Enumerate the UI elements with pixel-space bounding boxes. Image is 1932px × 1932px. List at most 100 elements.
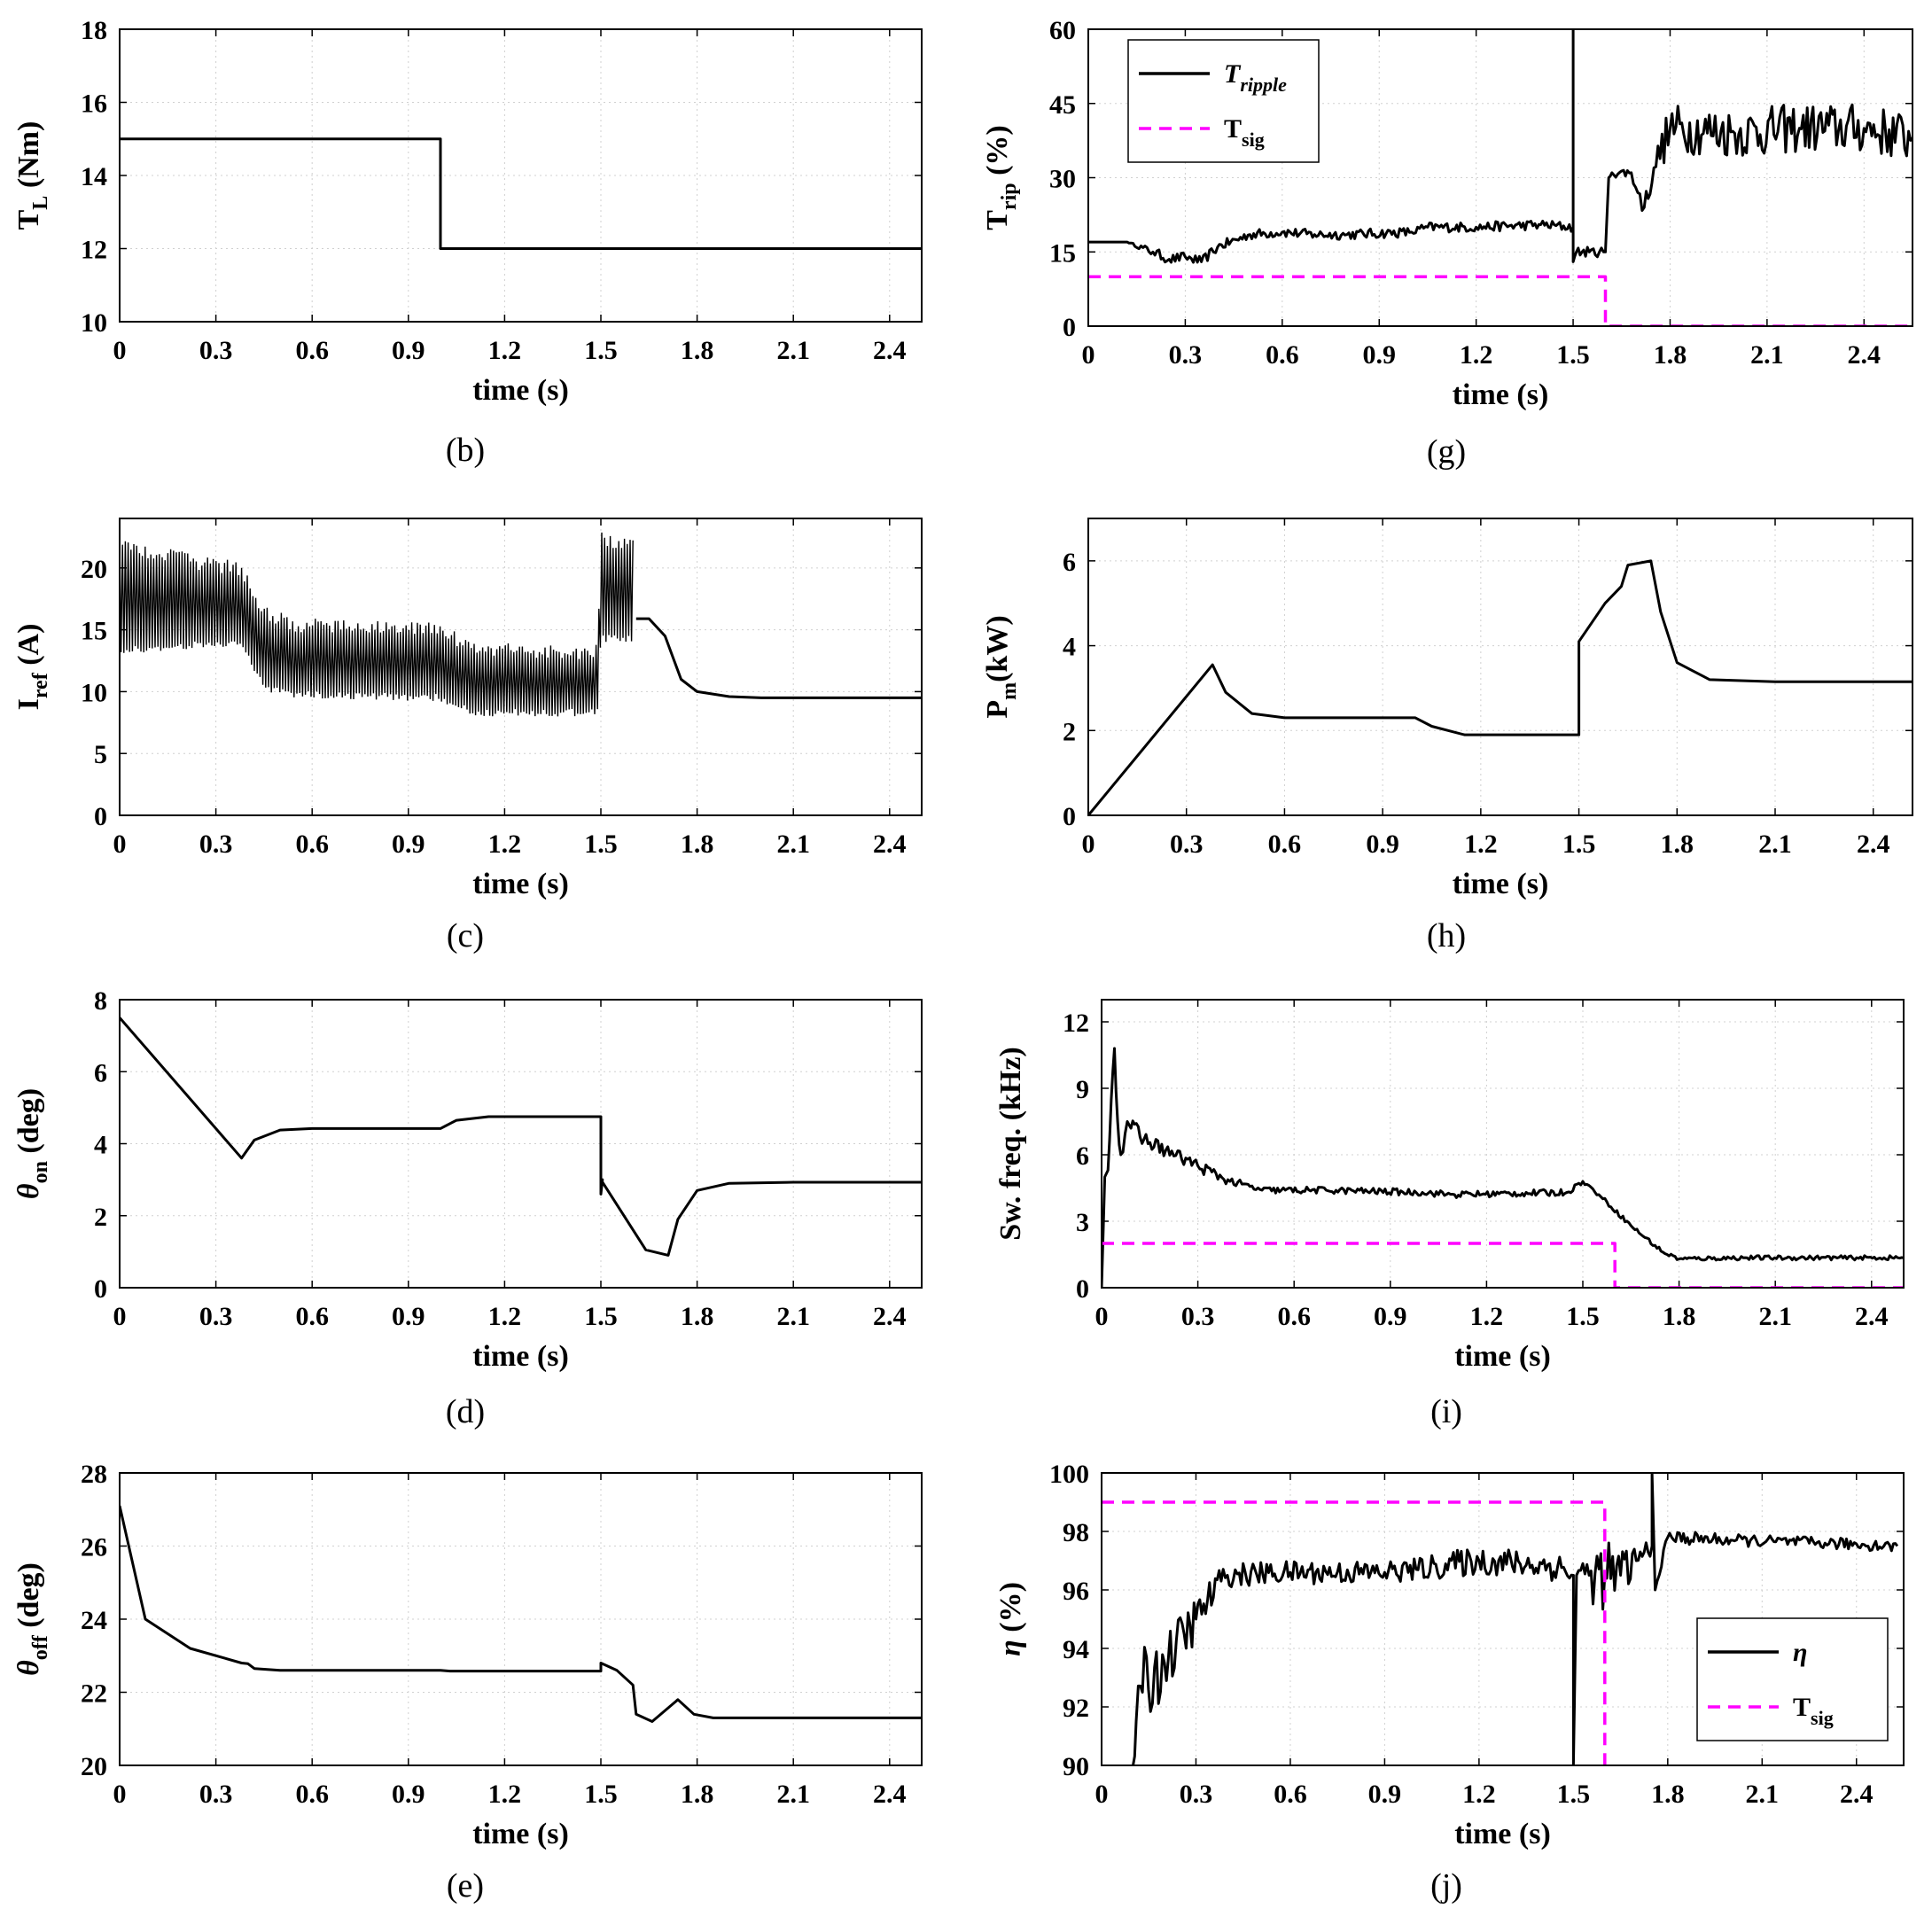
- x-tick-label: 0: [1082, 340, 1095, 370]
- series-line-P_m: [1088, 559, 1913, 815]
- y-tick-label: 10: [81, 678, 107, 707]
- x-tick-label: 1.5: [1566, 1302, 1600, 1331]
- panel-caption: (h): [1427, 917, 1466, 954]
- legend-label-sub: sig: [1811, 1707, 1834, 1729]
- x-tick-label: 1.2: [1460, 340, 1493, 370]
- axes-frame: [1101, 1472, 1905, 1766]
- y-axis-label: η (%): [994, 1582, 1027, 1656]
- x-axis-label: time (s): [472, 374, 569, 407]
- y-label-sub: off: [29, 1634, 52, 1660]
- x-tick-label: 2.4: [873, 336, 907, 365]
- axes-frame: [1101, 999, 1905, 1289]
- x-tick-label: 2.4: [873, 1302, 907, 1331]
- y-axis-label: Iref (A): [12, 624, 52, 711]
- series-band-I_ref: [120, 532, 634, 717]
- x-tick-label: 2.1: [1758, 1302, 1792, 1331]
- y-tick-label: 90: [1063, 1752, 1089, 1781]
- chart-b: 0 0.3 0.6 0.9 1.2 1.5 1.8 2.1 2.4 10 12 14 16 18 time …: [12, 16, 923, 469]
- axes-frame: [1087, 518, 1913, 816]
- x-tick-label: 0.3: [1180, 1780, 1213, 1809]
- y-tick-label: 96: [1063, 1577, 1089, 1606]
- legend: η Tsig: [1696, 1617, 1889, 1741]
- x-tick-label: 1.2: [488, 1780, 522, 1809]
- y-tick-label: 10: [81, 308, 107, 338]
- chart-c: 0 0.3 0.6 0.9 1.2 1.5 1.8 2.1 2.4 0 5 10 15 20 time (s…: [12, 518, 923, 954]
- legend-label: Tsig: [1793, 1693, 1834, 1729]
- series-group: [120, 532, 922, 717]
- x-tick-label: 0.9: [392, 336, 425, 365]
- legend-label-main: η: [1793, 1638, 1807, 1667]
- y-tick-label: 94: [1063, 1635, 1089, 1664]
- y-tick-label: 28: [81, 1460, 107, 1489]
- y-label-tail: (deg): [12, 1562, 45, 1635]
- y-tick-label: 3: [1076, 1208, 1089, 1237]
- y-axis-label: TL (Nm): [12, 121, 52, 230]
- y-tick-label: 9: [1076, 1075, 1089, 1104]
- y-tick-label: 0: [1076, 1274, 1089, 1304]
- y-tick-label: 12: [1063, 1009, 1089, 1038]
- series-line-T_ripple: [1088, 29, 1913, 264]
- series-line-T_sig: [1088, 275, 1913, 326]
- y-tick-label: 92: [1063, 1694, 1089, 1723]
- y-tick-label: 22: [81, 1679, 107, 1709]
- y-tick-label: 24: [81, 1606, 107, 1635]
- legend-label: Tripple: [1224, 59, 1287, 96]
- y-label-main: T: [981, 210, 1014, 230]
- charts-container: 0 0.3 0.6 0.9 1.2 1.5 1.8 2.1 2.4 10 12 14 16 18 time …: [12, 16, 1913, 1905]
- x-tick-label: 1.8: [1663, 1302, 1696, 1331]
- x-tick-label: 0: [1095, 1302, 1109, 1331]
- y-axis-label: θon (deg): [12, 1088, 52, 1199]
- y-label-tail: (%): [981, 125, 1014, 183]
- x-tick-label: 1.5: [1557, 1780, 1591, 1809]
- x-tick-label: 1.5: [1556, 340, 1590, 370]
- axes-frame: [119, 999, 923, 1289]
- panel-caption: (j): [1430, 1867, 1462, 1905]
- x-axis-label: time (s): [1454, 1340, 1551, 1373]
- chart-i: 0 0.3 0.6 0.9 1.2 1.5 1.8 2.1 2.4 0 3 6 9 12 time (s) S…: [994, 999, 1905, 1430]
- legend-label-sub: sig: [1242, 129, 1265, 151]
- x-tick-label: 2.4: [1848, 340, 1881, 370]
- x-tick-label: 0.3: [199, 1302, 233, 1331]
- y-tick-label: 2: [1063, 717, 1076, 746]
- series-line-T_sig: [1102, 1242, 1904, 1288]
- y-tick-label: 15: [1049, 238, 1076, 268]
- x-tick-label: 0: [1095, 1780, 1109, 1809]
- x-tick-label: 0.3: [199, 830, 233, 859]
- y-tick-label: 12: [81, 236, 107, 265]
- series-group: [1088, 29, 1913, 326]
- series-line-sw_freq: [1102, 1047, 1904, 1288]
- x-axis-label: time (s): [472, 1818, 569, 1850]
- x-tick-label: 2.1: [1758, 830, 1792, 859]
- y-label-sub: ref: [29, 672, 52, 698]
- x-tick-label: 0.9: [1362, 340, 1396, 370]
- series-line-I_ref: [635, 617, 922, 699]
- x-tick-label: 2.4: [1857, 830, 1890, 859]
- x-axis-label: time (s): [1453, 378, 1549, 411]
- legend-label-main: T: [1224, 59, 1242, 89]
- y-tick-label: 0: [94, 802, 107, 831]
- y-tick-label: 2: [94, 1203, 107, 1232]
- series-group: [1088, 559, 1913, 815]
- y-label-tail: (deg): [12, 1088, 45, 1161]
- y-tick-label: 14: [81, 162, 107, 191]
- x-tick-label: 1.8: [1661, 830, 1694, 859]
- y-tick-label: 6: [94, 1058, 107, 1087]
- y-label-main: η: [994, 1640, 1027, 1656]
- x-tick-label: 0: [113, 830, 127, 859]
- y-tick-label: 30: [1049, 165, 1076, 194]
- x-axis-label: time (s): [1453, 868, 1549, 900]
- x-tick-label: 1.5: [584, 1780, 618, 1809]
- panel-caption: (i): [1430, 1393, 1462, 1430]
- panel-caption: (g): [1427, 433, 1466, 471]
- legend-label: η: [1793, 1638, 1807, 1667]
- chart-e: 0 0.3 0.6 0.9 1.2 1.5 1.8 2.1 2.4 20 22 24 26 28 time …: [12, 1460, 923, 1905]
- x-axis-label: time (s): [472, 868, 569, 900]
- y-axis-label: Pm(kW): [981, 615, 1021, 718]
- x-tick-label: 0.6: [295, 1780, 329, 1809]
- x-tick-label: 1.2: [1470, 1302, 1504, 1331]
- y-axis-label: Trip (%): [981, 125, 1021, 230]
- x-tick-label: 0.6: [295, 830, 329, 859]
- x-tick-label: 0.9: [392, 830, 425, 859]
- x-tick-label: 2.4: [873, 1780, 907, 1809]
